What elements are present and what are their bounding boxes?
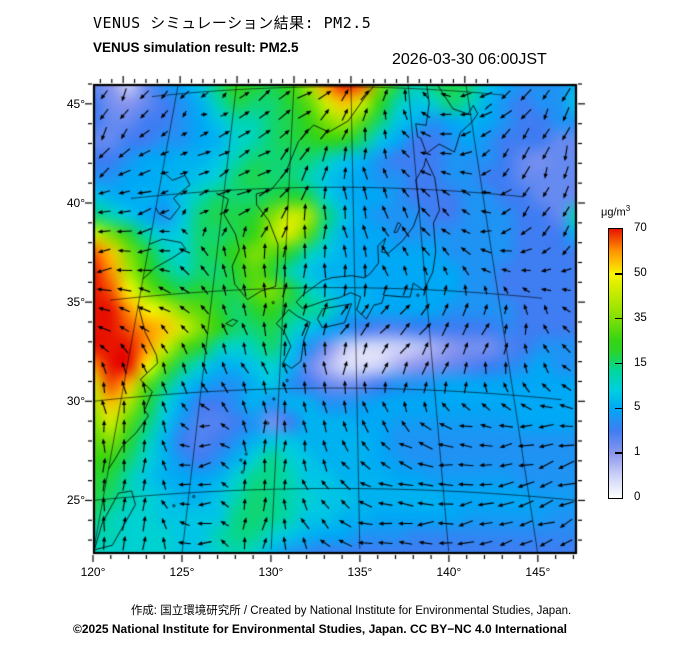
lat-axis-label: 30° — [66, 394, 85, 409]
lon-axis-label: 140° — [436, 565, 462, 579]
colorbar — [608, 228, 623, 499]
lat-axis-label: 40° — [66, 195, 85, 210]
lat-axis-label: 25° — [66, 493, 85, 508]
colorbar-tick — [615, 407, 622, 410]
colorbar-tick — [615, 273, 622, 275]
colorbar-tick-label: 35 — [634, 311, 647, 324]
credit-line: 作成: 国立環境研究所 / Created by National Instit… — [130, 605, 572, 617]
colorbar-tick-label: 70 — [634, 222, 647, 234]
lon-axis-label: 120° — [80, 565, 106, 579]
colorbar-unit-label: μg/m3 — [601, 204, 631, 219]
colorbar-tick-label: 1 — [634, 446, 641, 459]
lat-axis-label: 35° — [66, 295, 85, 310]
colorbar-tick — [615, 362, 622, 365]
colorbar-tick-label: 5 — [634, 401, 641, 414]
copyright-line: ©2025 National Institute for Environment… — [73, 622, 567, 636]
lat-axis-label: 45° — [66, 96, 85, 111]
colorbar-tick-label: 0 — [634, 491, 641, 503]
lon-axis-label: 125° — [169, 565, 195, 579]
lon-axis-label: 145° — [525, 565, 551, 579]
colorbar-tick — [615, 317, 622, 320]
lon-axis-label: 130° — [258, 565, 284, 579]
colorbar-tick-label: 50 — [634, 266, 647, 279]
lon-axis-label: 135° — [347, 565, 373, 579]
colorbar-tick — [615, 452, 622, 454]
colorbar-tick-label: 15 — [634, 356, 647, 369]
